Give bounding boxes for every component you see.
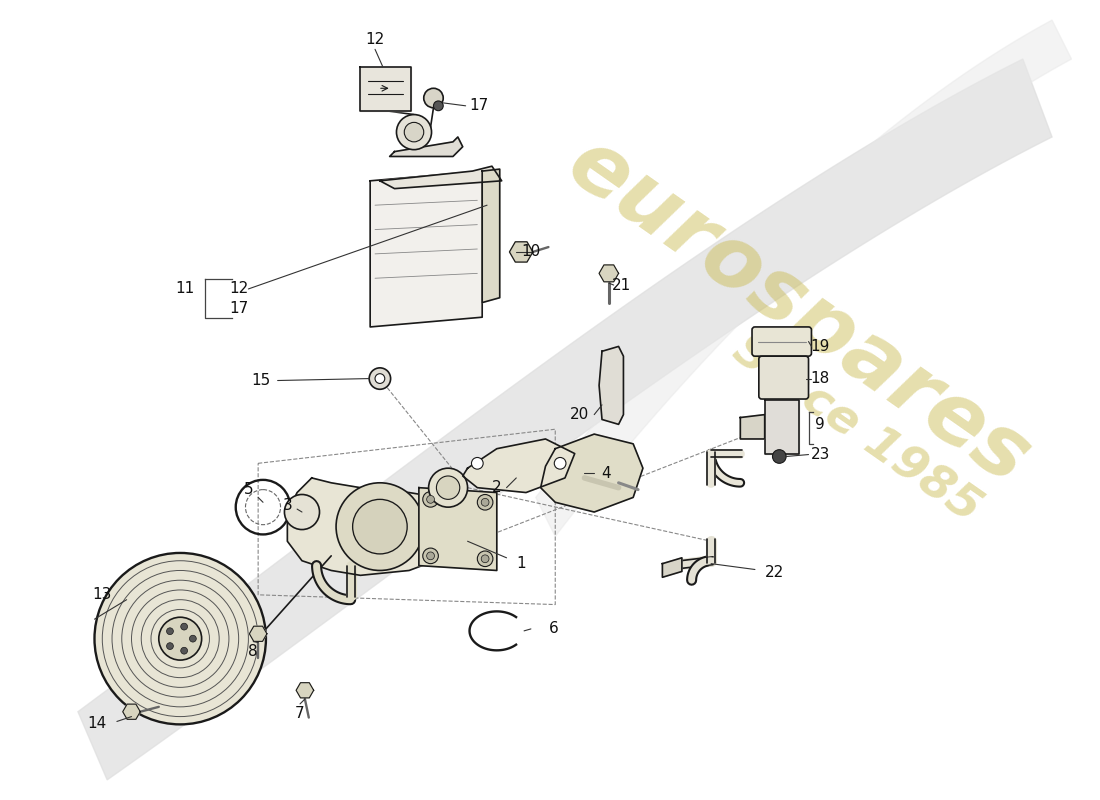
Text: 13: 13: [92, 587, 112, 602]
Polygon shape: [662, 558, 682, 578]
Text: 11: 11: [176, 282, 195, 297]
Text: 7: 7: [295, 706, 305, 721]
Polygon shape: [371, 171, 482, 327]
Text: 2: 2: [492, 480, 502, 495]
Circle shape: [481, 555, 490, 562]
Circle shape: [422, 548, 439, 564]
Circle shape: [375, 374, 385, 383]
Circle shape: [180, 623, 187, 630]
Circle shape: [427, 495, 434, 503]
Circle shape: [166, 642, 174, 650]
Text: 6: 6: [549, 622, 558, 637]
Polygon shape: [389, 137, 463, 157]
Polygon shape: [463, 439, 574, 493]
Polygon shape: [287, 478, 463, 575]
Polygon shape: [764, 400, 799, 454]
Polygon shape: [361, 67, 411, 110]
Text: 8: 8: [249, 644, 258, 659]
Circle shape: [427, 552, 434, 560]
Text: 18: 18: [811, 371, 829, 386]
Text: 1: 1: [516, 556, 526, 571]
Circle shape: [422, 491, 439, 507]
Text: 9: 9: [815, 417, 825, 432]
Circle shape: [772, 450, 786, 463]
Polygon shape: [379, 166, 502, 189]
Polygon shape: [600, 346, 624, 424]
Polygon shape: [123, 704, 141, 719]
Circle shape: [424, 88, 443, 108]
Text: Since 1985: Since 1985: [725, 327, 990, 531]
Circle shape: [337, 483, 424, 570]
Text: 4: 4: [601, 466, 610, 481]
Circle shape: [429, 468, 468, 507]
Circle shape: [477, 551, 493, 566]
Polygon shape: [78, 59, 1052, 780]
Circle shape: [370, 368, 390, 390]
Polygon shape: [419, 488, 497, 570]
Circle shape: [158, 618, 201, 660]
Circle shape: [477, 494, 493, 510]
Text: 21: 21: [612, 278, 631, 293]
Polygon shape: [740, 414, 764, 439]
Polygon shape: [509, 242, 532, 262]
Circle shape: [554, 458, 566, 469]
Circle shape: [405, 122, 424, 142]
Polygon shape: [536, 20, 1071, 536]
Text: 3: 3: [283, 498, 293, 513]
Text: 15: 15: [252, 373, 271, 388]
Circle shape: [285, 494, 319, 530]
Text: 12: 12: [365, 32, 385, 47]
Text: 5: 5: [243, 482, 253, 497]
Text: 12: 12: [229, 282, 249, 297]
FancyBboxPatch shape: [759, 356, 808, 399]
Polygon shape: [482, 169, 499, 302]
Text: 19: 19: [811, 339, 829, 354]
Circle shape: [353, 499, 407, 554]
Circle shape: [396, 114, 431, 150]
Polygon shape: [296, 682, 314, 698]
Polygon shape: [250, 626, 267, 642]
Text: 23: 23: [811, 447, 829, 462]
Circle shape: [433, 101, 443, 110]
Circle shape: [472, 458, 483, 469]
Text: eurospares: eurospares: [552, 122, 1046, 502]
FancyBboxPatch shape: [752, 327, 812, 356]
Polygon shape: [540, 434, 642, 512]
Text: 10: 10: [521, 245, 540, 259]
Text: 17: 17: [229, 301, 249, 316]
Circle shape: [166, 628, 174, 634]
Circle shape: [189, 635, 196, 642]
Text: 17: 17: [470, 98, 488, 114]
Circle shape: [180, 647, 187, 654]
Text: 22: 22: [764, 565, 784, 580]
Text: 14: 14: [88, 716, 107, 731]
Circle shape: [481, 498, 490, 506]
Circle shape: [437, 476, 460, 499]
Text: 20: 20: [570, 407, 590, 422]
Circle shape: [95, 553, 266, 724]
Polygon shape: [600, 265, 618, 282]
